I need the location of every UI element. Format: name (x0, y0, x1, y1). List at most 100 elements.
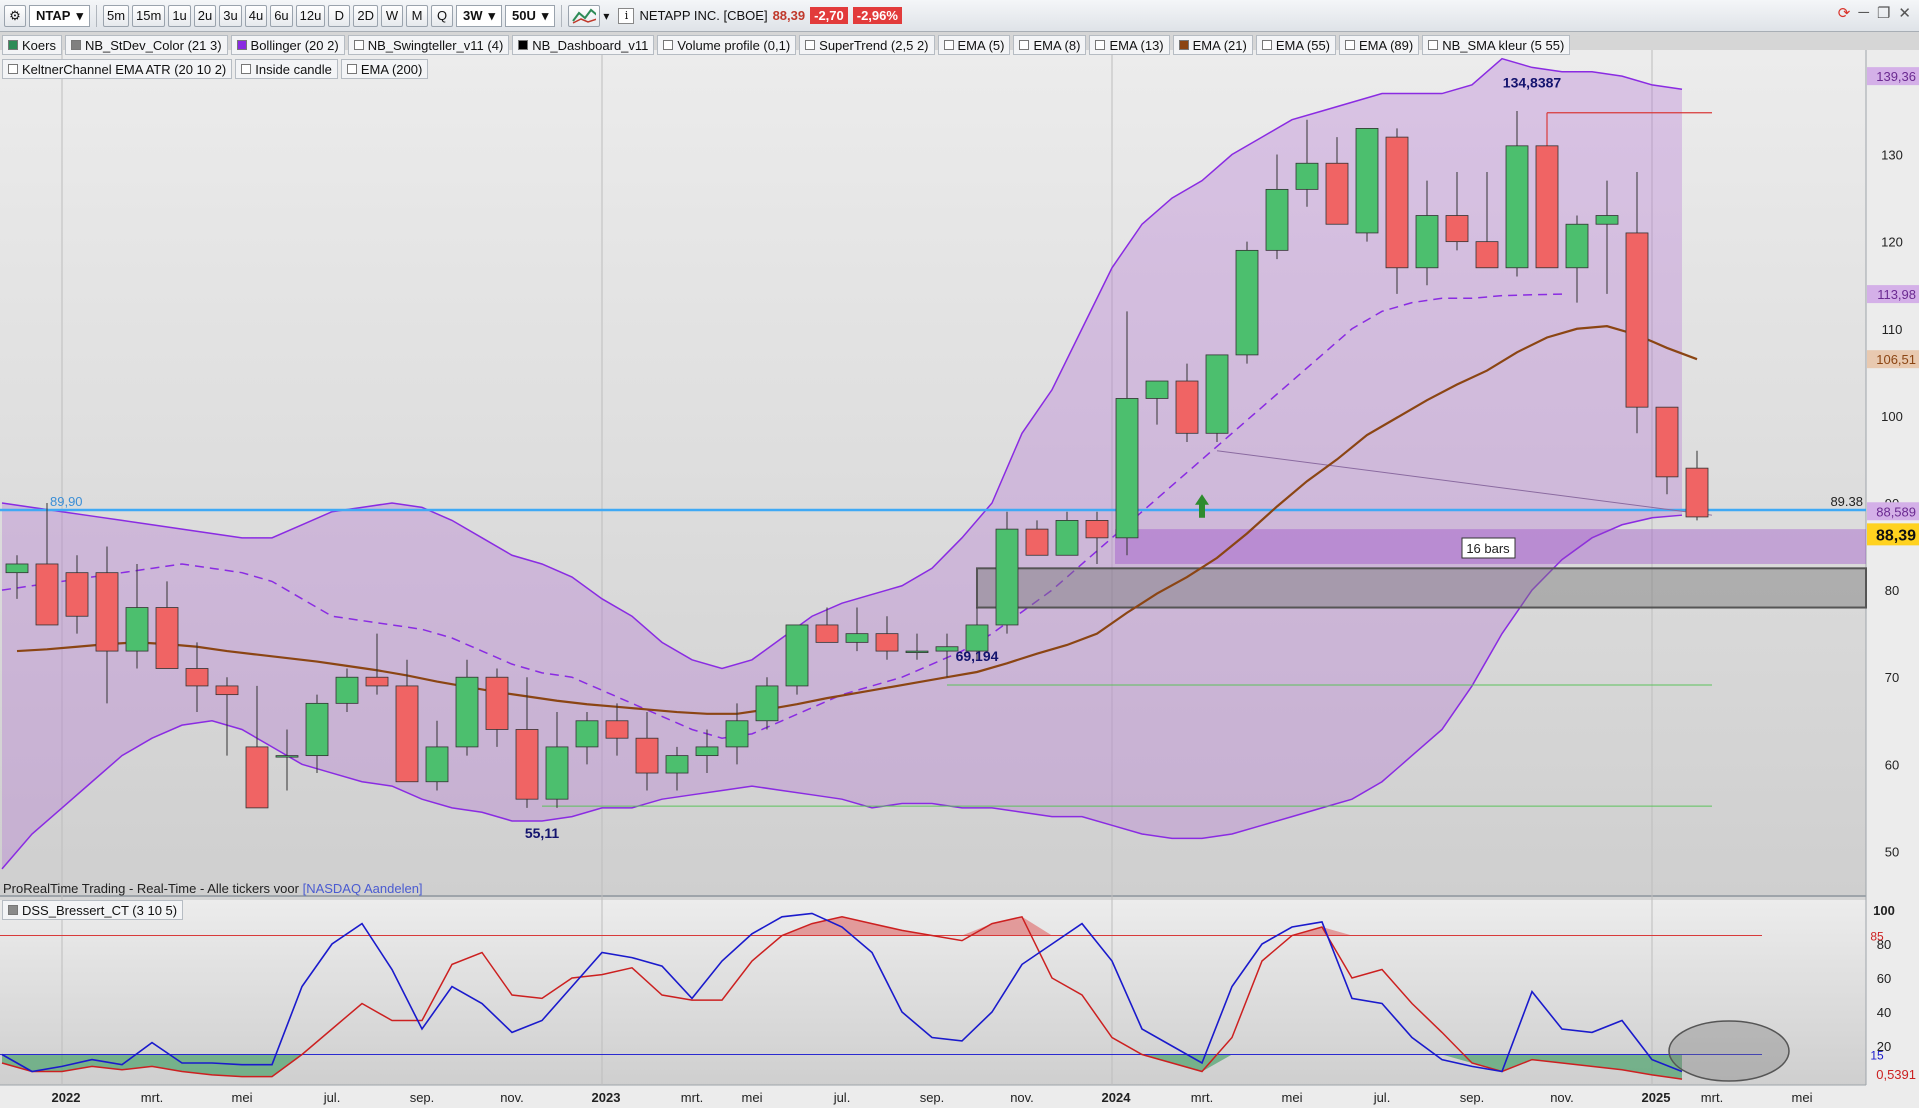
dss-tick-label: 40 (1877, 1005, 1891, 1020)
indicator-label: KeltnerChannel EMA ATR (20 10 2) (22, 61, 227, 77)
minimize-icon[interactable]: ─ (1858, 4, 1869, 21)
indicator-swatch[interactable] (1261, 40, 1272, 50)
candle-layer[interactable] (5, 110, 1709, 809)
indicator-swatch[interactable] (8, 64, 18, 74)
timeframe-button-1u[interactable]: 1u (168, 4, 191, 27)
indicator-bar-primary: Koers NB_StDev_Color (21 3) Bollinger (20 … (2, 35, 1571, 55)
indicator-tag[interactable]: Bollinger (20 2) (230, 35, 345, 55)
candle-body (875, 633, 899, 652)
candle-body (785, 624, 809, 687)
chevron-down-icon: ▾ (541, 7, 549, 23)
sync-icon[interactable]: ⟳ (1837, 5, 1851, 22)
indicator-tag[interactable]: EMA (21) (1172, 35, 1253, 55)
price-tick-label: 110 (1882, 322, 1903, 337)
instrument-info: i NETAPP INC. [CBOE] 88,39 -2,70 -2,96% (618, 7, 902, 24)
indicator-tag[interactable]: NB_Swingteller_v11 (4) (347, 35, 510, 55)
indicator-swatch[interactable] (353, 40, 364, 50)
indicator-label: EMA (5) (957, 37, 1005, 53)
candle-body (845, 633, 869, 643)
candle-body (1325, 162, 1349, 225)
dss-indicator-tag[interactable]: DSS_Bressert_CT (3 10 5) (2, 900, 184, 920)
timeframe-button-d[interactable]: D (328, 4, 351, 27)
timeframe-button-m[interactable]: M (406, 4, 428, 27)
indicator-swatch[interactable] (943, 40, 954, 50)
timeframe-button-q[interactable]: Q (431, 4, 453, 27)
timeframe-button-w[interactable]: W (381, 4, 403, 27)
candle-body (1505, 145, 1529, 269)
time-tick-label: nov. (1010, 1090, 1034, 1105)
indicator-tag[interactable]: EMA (5) (937, 35, 1011, 55)
last-price: 88,39 (772, 8, 806, 23)
time-tick-label: mrt. (1701, 1090, 1723, 1105)
dss-tick-label: 100 (1873, 903, 1895, 918)
symbol-label: NTAP (36, 8, 71, 23)
dss-oversold-fill (242, 1054, 272, 1077)
time-tick-label: sep. (920, 1090, 945, 1105)
indicator-swatch[interactable] (518, 40, 529, 50)
indicator-tag[interactable]: Volume profile (0,1) (657, 35, 797, 55)
instrument-name: NETAPP INC. [CBOE] (639, 8, 768, 23)
indicator-swatch[interactable] (241, 64, 252, 74)
info-icon[interactable]: i (618, 7, 635, 24)
indicator-swatch[interactable] (1345, 40, 1356, 50)
indicator-tag[interactable]: EMA (200) (340, 59, 429, 79)
chart-type-icon[interactable] (568, 4, 601, 27)
indicator-tag[interactable]: Inside candle (235, 59, 338, 79)
timeframe-button-5m[interactable]: 5m (102, 4, 130, 27)
timeframe-button-4u[interactable]: 4u (244, 4, 268, 27)
candle-body (1265, 188, 1289, 251)
indicator-label: Inside candle (255, 61, 332, 77)
indicator-swatch[interactable] (805, 40, 816, 50)
indicator-tag[interactable]: EMA (13) (1089, 35, 1170, 55)
timeframe-button-12u[interactable]: 12u (295, 4, 326, 27)
candle-body (1565, 223, 1589, 269)
chevron-down-icon[interactable]: ▾ (603, 8, 610, 23)
indicator-swatch[interactable] (1178, 40, 1189, 50)
indicator-swatch[interactable] (1019, 40, 1030, 50)
restore-icon[interactable]: ❐ (1876, 5, 1891, 22)
indicator-tag[interactable]: EMA (89) (1339, 35, 1420, 55)
indicator-tag[interactable]: KeltnerChannel EMA ATR (20 10 2) (2, 59, 233, 79)
candle-body (155, 607, 179, 669)
indicator-tag[interactable]: NB_Dashboard_v11 (512, 35, 655, 55)
price-tick-label: 80 (1885, 583, 1899, 598)
candle-body (725, 720, 749, 748)
indicator-swatch[interactable] (663, 40, 674, 50)
indicator-swatch[interactable] (1095, 40, 1106, 50)
candle-body (755, 685, 779, 722)
candle-body (575, 720, 599, 748)
indicator-swatch[interactable] (1428, 40, 1439, 50)
indicator-tag[interactable]: EMA (55) (1255, 35, 1337, 55)
source-link[interactable]: [NASDAQ Aandelen] (302, 881, 423, 896)
indicator-tag[interactable]: Koers (2, 35, 62, 55)
indicator-tag[interactable]: NB_SMA kleur (5 55) (1422, 35, 1571, 55)
candle-body (545, 746, 569, 800)
indicator-swatch[interactable] (346, 64, 357, 74)
timeframe-button-6u[interactable]: 6u (270, 4, 293, 27)
candle-body (185, 668, 209, 687)
indicator-swatch[interactable] (8, 40, 18, 50)
timeframe-selector[interactable]: 3W ▾ (456, 4, 503, 27)
dss-oversold-fill (1532, 1054, 1562, 1063)
chart-settings-icon[interactable]: ⚙ (4, 4, 26, 27)
timeframe-button-3u[interactable]: 3u (219, 4, 242, 27)
dss-overbought-fill (842, 916, 872, 936)
timeframe-button-2u[interactable]: 2u (193, 4, 217, 27)
indicator-tag[interactable]: NB_StDev_Color (21 3) (64, 35, 228, 55)
indicator-tag[interactable]: EMA (8) (1013, 35, 1087, 55)
candle-body (65, 572, 89, 617)
indicator-tag[interactable]: SuperTrend (2,5 2) (799, 35, 935, 55)
bars-selector[interactable]: 50U ▾ (505, 4, 556, 27)
indicator-swatch[interactable] (70, 40, 81, 50)
timeframe-button-2d[interactable]: 2D (353, 4, 378, 27)
dss-lower-level-label: 15 (1870, 1049, 1884, 1063)
candle-body (1175, 380, 1199, 434)
close-icon[interactable]: ✕ (1898, 5, 1911, 22)
symbol-selector[interactable]: NTAP ▾ (29, 4, 90, 27)
time-tick-label: nov. (1550, 1090, 1574, 1105)
indicator-bar-secondary: KeltnerChannel EMA ATR (20 10 2) Inside c… (2, 59, 429, 79)
time-tick-label: 2025 (1642, 1090, 1671, 1105)
timeframe-button-15m[interactable]: 15m (132, 4, 166, 27)
indicator-swatch[interactable] (236, 40, 247, 50)
